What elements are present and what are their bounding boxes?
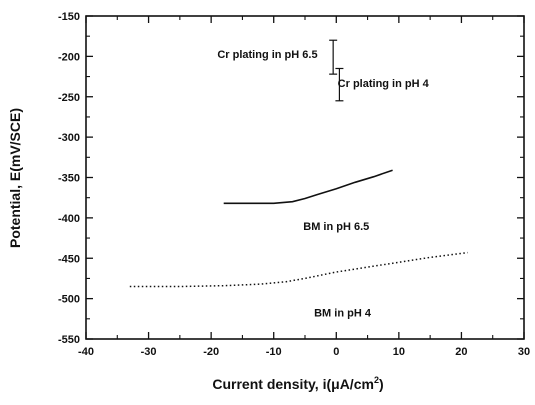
y-tick-label: -200 [58, 51, 80, 63]
y-tick-label: -500 [58, 294, 80, 306]
annotation-label: BM in pH 6.5 [303, 221, 369, 233]
annotation-label: Cr plating in pH 4 [338, 78, 430, 90]
x-tick-label: 20 [455, 346, 467, 358]
data-series [129, 39, 468, 288]
y-axis-title: Potential, E(mV/SCE) [7, 108, 23, 248]
x-tick-label: 10 [393, 346, 405, 358]
annotation-label: BM in pH 4 [314, 307, 372, 319]
y-tick-label: -250 [58, 92, 80, 104]
y-tick-label: -550 [58, 334, 80, 346]
series-line [129, 251, 468, 288]
series-line [223, 169, 393, 205]
y-tick-label: -150 [58, 11, 80, 23]
annotation-label: Cr plating in pH 6.5 [217, 49, 317, 61]
x-tick-label: -10 [266, 346, 282, 358]
y-tick-label: -400 [58, 213, 80, 225]
tick-marks [85, 15, 525, 340]
annotations: Cr plating in pH 6.5 Cr plating in pH 4 BM… [217, 49, 429, 319]
y-tick-label: -350 [58, 173, 80, 185]
x-tick-label: 0 [333, 346, 339, 358]
x-tick-label: -40 [78, 346, 94, 358]
series-range-bar [329, 39, 338, 75]
y-tick-label: -450 [58, 253, 80, 265]
x-tick-label: -20 [203, 346, 219, 358]
x-axis-title: Current density, i(μA/cm2) [212, 375, 383, 392]
y-tick-label: -300 [58, 132, 80, 144]
x-tick-label: 30 [518, 346, 530, 358]
tick-labels: -40 -30 -20 -10 0 10 20 30 -150 -200 -250 -300 -350 -… [58, 11, 530, 358]
plot-frame [85, 15, 525, 340]
x-tick-label: -30 [141, 346, 157, 358]
axes [85, 15, 525, 340]
series-range-bar [335, 67, 344, 102]
